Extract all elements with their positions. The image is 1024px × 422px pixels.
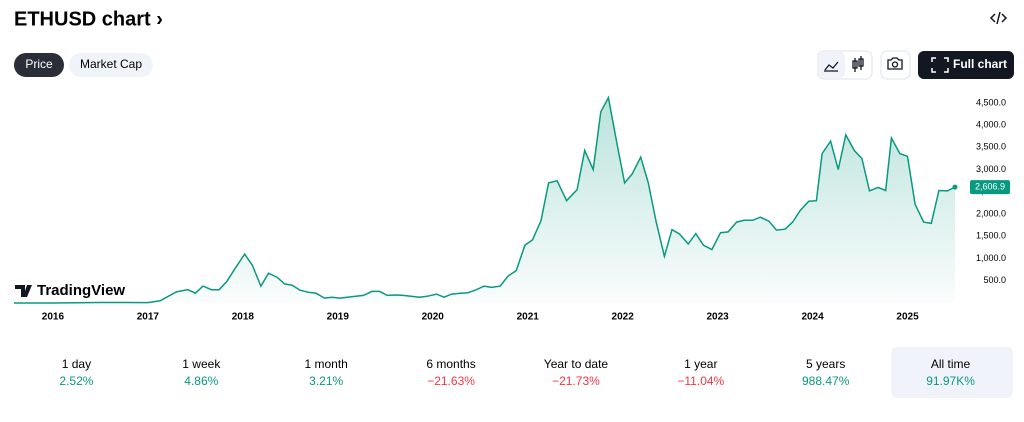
perf-value: −21.73%	[552, 374, 600, 388]
last-value-bg	[970, 180, 1010, 195]
x-tick-label: 2021	[517, 312, 540, 323]
candle-style-btn[interactable]	[852, 56, 864, 72]
perf-value: −11.04%	[677, 374, 724, 388]
perf-label[interactable]: 5 years	[806, 357, 845, 371]
snapshot-btn[interactable]	[880, 50, 911, 80]
x-tick-label: 2023	[706, 312, 729, 323]
perf-label[interactable]: All time	[931, 357, 971, 371]
y-tick-label: 4,500.0	[976, 97, 1006, 107]
performance-row: 1 day 2.52% 1 week 4.86% 1 month 3.21% 6 month…	[59, 347, 1013, 398]
x-tick-label: 2019	[327, 312, 350, 323]
fullscreen-icon	[931, 57, 949, 73]
full-chart-btn[interactable]	[918, 51, 1014, 79]
y-tick-label: 1,000.0	[976, 253, 1006, 263]
y-tick-label: 500.0	[983, 275, 1006, 285]
perf-label[interactable]: 1 month	[305, 357, 348, 371]
x-tick-label: 2022	[612, 312, 635, 323]
chart-style-group	[817, 50, 873, 80]
x-tick-label: 2016	[42, 312, 65, 323]
x-tick-label: 2024	[801, 312, 824, 323]
tv-logo	[15, 285, 32, 297]
perf-value: −21.63%	[427, 374, 475, 388]
y-tick-label: 3,500.0	[976, 142, 1006, 152]
camera-icon	[887, 57, 903, 70]
x-tick-label: 2017	[137, 312, 160, 323]
camera-lens	[891, 61, 899, 68]
perf-label[interactable]: Year to date	[544, 357, 609, 371]
perf-value: 4.86%	[184, 374, 218, 388]
perf-label[interactable]: 1 day	[62, 357, 91, 371]
perf-value: 988.47%	[802, 374, 850, 388]
y-tick-label: 3,000.0	[976, 164, 1006, 174]
last-point	[952, 184, 958, 190]
tab-price[interactable]: Price	[25, 57, 53, 71]
plot: 500.01,000.01,500.02,000.02,500.03,000.0…	[14, 95, 1010, 323]
area-style-btn[interactable]	[819, 52, 845, 78]
perf-value: 91.97K%	[926, 374, 975, 388]
x-tick-label: 2020	[422, 312, 445, 323]
watermark: TradingView	[37, 282, 125, 299]
perf-value: 3.21%	[309, 374, 343, 388]
perf-label[interactable]: 6 months	[426, 357, 475, 371]
area-fill	[14, 97, 955, 303]
tab-marketcap[interactable]: Market Cap	[80, 57, 142, 71]
x-tick-label: 2025	[896, 312, 919, 323]
y-tick-label: 1,500.0	[976, 231, 1006, 241]
perf-label[interactable]: 1 week	[182, 357, 221, 371]
perf-label[interactable]: 1 year	[684, 357, 717, 371]
area-icon	[824, 61, 839, 72]
last-value-label: 2,606.9	[975, 181, 1005, 191]
price-line	[14, 95, 956, 304]
x-tick-label: 2018	[232, 312, 255, 323]
y-tick-label: 2,000.0	[976, 208, 1006, 218]
tab-price-bg[interactable]	[14, 53, 64, 77]
tab-marketcap-bg[interactable]	[69, 53, 153, 77]
perf-value: 2.52%	[59, 374, 93, 388]
title[interactable]: ETHUSD chart ›	[14, 8, 163, 30]
full-chart-label[interactable]: Full chart	[953, 57, 1007, 71]
perf-selected-bg	[891, 347, 1013, 398]
embed-icon[interactable]	[989, 11, 1008, 25]
y-tick-label: 4,000.0	[976, 120, 1006, 130]
